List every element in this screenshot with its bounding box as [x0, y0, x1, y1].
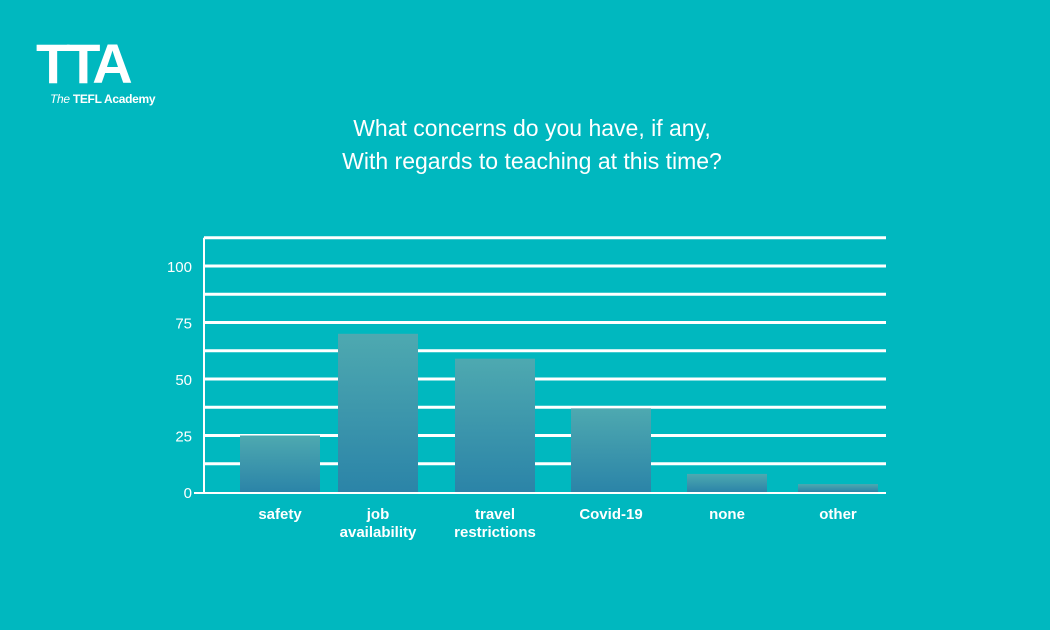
y-tick-label: 50: [175, 372, 192, 389]
y-tick-label: 25: [175, 429, 192, 446]
tta-logo: TTA The TEFL Academy: [36, 36, 168, 108]
chart-title: What concerns do you have, if any, With …: [0, 112, 1050, 178]
x-tick-label-line: none: [709, 506, 745, 523]
x-tick-label-line: job: [366, 506, 390, 523]
bar-safety: [240, 435, 320, 492]
bar-covid-19: [571, 408, 651, 492]
x-tick-label-line: Covid-19: [579, 506, 642, 523]
x-tick-label-line: restrictions: [454, 524, 536, 541]
bar-none: [687, 473, 767, 492]
chart-title-line-2: With regards to teaching at this time?: [342, 148, 722, 174]
logo-mark: TTA: [36, 32, 133, 95]
y-tick-label: 75: [175, 316, 192, 333]
x-tick-label-line: other: [819, 506, 857, 523]
bar-job: [338, 333, 418, 492]
y-tick-label: 100: [167, 259, 192, 276]
x-tick-label: safety: [258, 506, 302, 523]
logo-text-the: The: [50, 92, 70, 106]
x-tick-label: none: [709, 506, 745, 523]
logo-text-name: TEFL Academy: [72, 92, 156, 106]
x-tick-label-line: safety: [258, 506, 302, 523]
x-tick-label: other: [819, 506, 857, 523]
x-tick-label-line: travel: [475, 506, 515, 523]
chart-title-line-1: What concerns do you have, if any,: [353, 115, 711, 141]
bar-other: [798, 484, 878, 492]
x-tick-label: Covid-19: [579, 506, 642, 523]
y-tick-label: 0: [184, 485, 192, 502]
bar-travel: [455, 358, 535, 492]
logo-text: The TEFL Academy: [50, 92, 156, 106]
x-tick-label: job availability: [340, 506, 417, 541]
x-tick-label: travel restrictions: [454, 506, 536, 541]
x-tick-label-line: availability: [340, 524, 417, 541]
